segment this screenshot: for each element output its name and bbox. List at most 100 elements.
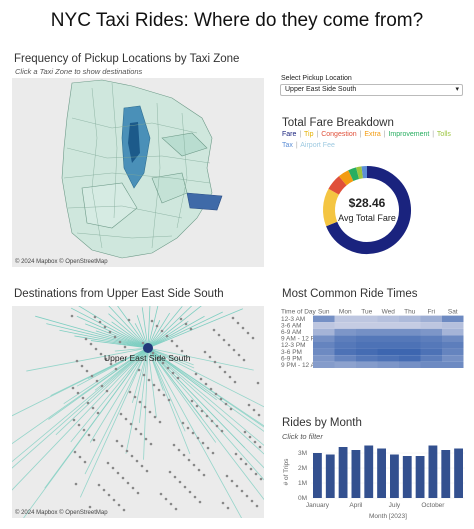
- destination-point[interactable]: [114, 367, 118, 371]
- heatmap-cell[interactable]: [356, 328, 378, 336]
- destination-point[interactable]: [196, 436, 200, 440]
- heatmap-cell[interactable]: [313, 361, 335, 369]
- destination-point[interactable]: [166, 366, 170, 370]
- destination-point[interactable]: [133, 395, 137, 399]
- destination-point[interactable]: [102, 488, 106, 492]
- destination-point[interactable]: [76, 391, 80, 395]
- destination-point[interactable]: [94, 347, 98, 351]
- heatmap-cell[interactable]: [442, 322, 464, 329]
- destination-point[interactable]: [104, 357, 108, 361]
- destination-point[interactable]: [179, 317, 183, 321]
- destination-point[interactable]: [100, 384, 104, 388]
- destination-point[interactable]: [164, 497, 168, 501]
- heatmap-cell[interactable]: [313, 355, 335, 362]
- destination-point[interactable]: [219, 397, 223, 401]
- destination-point[interactable]: [218, 365, 222, 369]
- destination-point[interactable]: [178, 480, 182, 484]
- destinations-map[interactable]: Upper East Side South © 2024 Mapbox © Op…: [12, 306, 264, 518]
- heatmap-cell[interactable]: [377, 335, 400, 342]
- destination-point[interactable]: [205, 414, 209, 418]
- heatmap-cell[interactable]: [377, 355, 400, 362]
- month-bar-nov[interactable]: [441, 450, 451, 498]
- heatmap-cell[interactable]: [442, 315, 464, 323]
- destination-point[interactable]: [173, 475, 177, 479]
- month-bar-oct[interactable]: [428, 445, 438, 499]
- month-bar-sep[interactable]: [415, 456, 425, 498]
- destination-point[interactable]: [123, 345, 127, 349]
- destination-point[interactable]: [220, 429, 224, 433]
- heatmap-cell[interactable]: [377, 322, 400, 329]
- month-bar-apr[interactable]: [351, 450, 361, 498]
- destination-point[interactable]: [155, 324, 159, 328]
- destination-point[interactable]: [162, 393, 166, 397]
- destination-point[interactable]: [208, 355, 212, 359]
- destination-point[interactable]: [165, 334, 169, 338]
- destination-point[interactable]: [111, 466, 115, 470]
- pickup-zone-map[interactable]: © 2024 Mapbox © OpenStreetMap: [12, 78, 264, 267]
- destination-point[interactable]: [227, 343, 231, 347]
- destination-point[interactable]: [242, 358, 246, 362]
- month-bar-mar[interactable]: [338, 447, 348, 498]
- destination-point[interactable]: [113, 335, 117, 339]
- heatmap-cell[interactable]: [313, 342, 335, 349]
- heatmap-cell[interactable]: [313, 328, 335, 336]
- destination-point[interactable]: [90, 374, 94, 378]
- heatmap-cell[interactable]: [334, 348, 357, 356]
- destination-point[interactable]: [252, 408, 256, 412]
- destination-point[interactable]: [210, 419, 214, 423]
- destination-point[interactable]: [176, 376, 180, 380]
- heatmap-cell[interactable]: [334, 342, 357, 349]
- destination-point[interactable]: [215, 424, 219, 428]
- donut-slice-extra[interactable]: [338, 170, 354, 186]
- heatmap-cell[interactable]: [399, 328, 421, 336]
- destination-point[interactable]: [130, 454, 134, 458]
- heatmap-cell[interactable]: [399, 322, 421, 329]
- destination-point[interactable]: [167, 398, 171, 402]
- destination-point[interactable]: [128, 390, 132, 394]
- heatmap-cell[interactable]: [420, 335, 443, 342]
- destination-point[interactable]: [187, 458, 191, 462]
- destination-point[interactable]: [77, 423, 81, 427]
- heatmap-cell[interactable]: [313, 322, 335, 329]
- destination-point[interactable]: [116, 471, 120, 475]
- destination-point[interactable]: [221, 501, 225, 505]
- heatmap-cell[interactable]: [442, 361, 464, 369]
- destination-point[interactable]: [129, 422, 133, 426]
- heatmap-cell[interactable]: [377, 315, 400, 323]
- destination-point[interactable]: [97, 483, 101, 487]
- ride-times-heatmap[interactable]: Time of Day Sun Mon Tue Wed Thu Fri Sat 12-3 AM 3…: [279, 306, 465, 373]
- destination-point[interactable]: [204, 382, 208, 386]
- month-bar-feb[interactable]: [325, 454, 335, 499]
- destination-point[interactable]: [140, 464, 144, 468]
- destination-point[interactable]: [153, 415, 157, 419]
- destination-point[interactable]: [105, 389, 109, 393]
- destination-point[interactable]: [229, 407, 233, 411]
- destination-point[interactable]: [198, 500, 202, 504]
- destination-point[interactable]: [181, 421, 185, 425]
- destination-point[interactable]: [190, 399, 194, 403]
- heatmap-cell[interactable]: [399, 335, 421, 342]
- destination-point[interactable]: [256, 381, 260, 385]
- destination-point[interactable]: [92, 438, 96, 442]
- destination-point[interactable]: [115, 439, 119, 443]
- heatmap-cell[interactable]: [356, 361, 378, 369]
- destination-point[interactable]: [103, 325, 107, 329]
- heatmap-cell[interactable]: [420, 342, 443, 349]
- destination-point[interactable]: [87, 433, 91, 437]
- heatmap-cell[interactable]: [442, 335, 464, 342]
- heatmap-cell[interactable]: [334, 315, 357, 323]
- heatmap-cell[interactable]: [377, 361, 400, 369]
- heatmap-cell[interactable]: [420, 355, 443, 362]
- destination-point[interactable]: [212, 328, 216, 332]
- heatmap-cell[interactable]: [442, 348, 464, 356]
- destination-point[interactable]: [199, 377, 203, 381]
- destination-point[interactable]: [250, 499, 254, 503]
- destination-point[interactable]: [74, 482, 78, 486]
- destination-point[interactable]: [151, 351, 155, 355]
- destination-point[interactable]: [159, 492, 163, 496]
- destination-point[interactable]: [78, 455, 82, 459]
- destination-point[interactable]: [249, 467, 253, 471]
- destination-point[interactable]: [202, 473, 206, 477]
- destination-point[interactable]: [244, 462, 248, 466]
